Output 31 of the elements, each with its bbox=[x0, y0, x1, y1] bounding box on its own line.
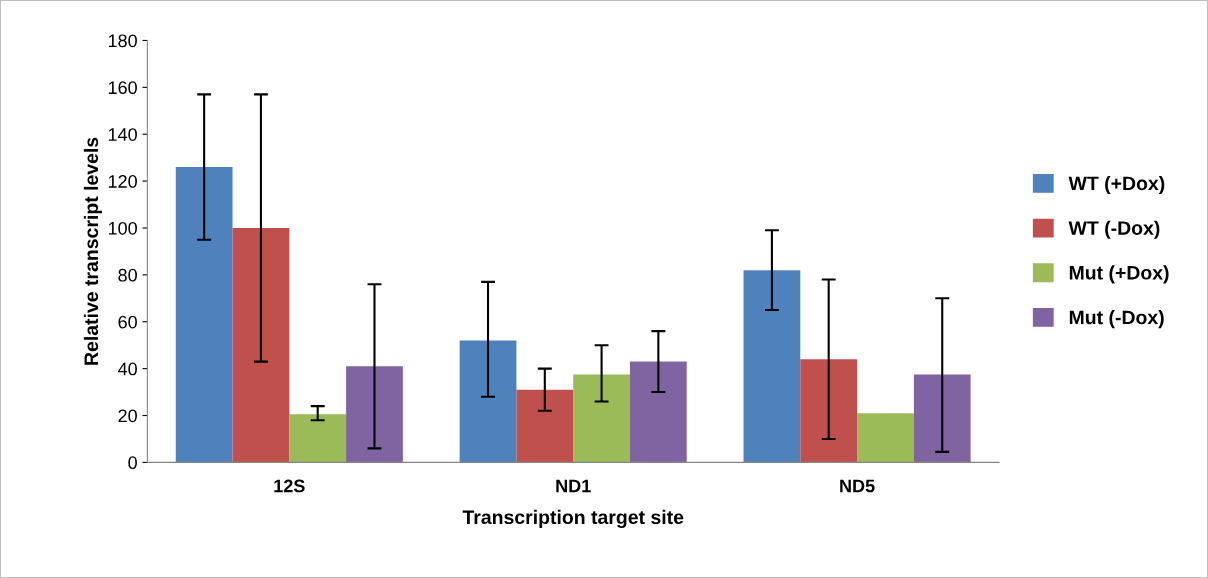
y-tick-label: 0 bbox=[128, 456, 137, 470]
y-axis-title: Relative transcript levels bbox=[83, 137, 102, 365]
legend-label: Mut (+Dox) bbox=[1069, 265, 1169, 284]
bar bbox=[857, 413, 914, 463]
y-tick-label: 180 bbox=[108, 34, 137, 48]
x-axis-title: Transcription target site bbox=[462, 509, 684, 528]
bar bbox=[346, 366, 403, 463]
bar bbox=[800, 359, 858, 463]
x-tick-label: ND1 bbox=[556, 479, 591, 493]
x-tick-label: ND5 bbox=[840, 479, 875, 493]
y-tick-label: 160 bbox=[108, 81, 137, 95]
y-tick-label: 40 bbox=[117, 362, 137, 376]
bar bbox=[289, 414, 347, 463]
legend-label: WT (+Dox) bbox=[1068, 175, 1165, 195]
y-tick-label: 140 bbox=[108, 128, 137, 141]
bar bbox=[573, 374, 630, 463]
bar bbox=[175, 167, 233, 463]
bar bbox=[743, 270, 801, 463]
y-tick-label: 60 bbox=[118, 315, 137, 329]
bar bbox=[232, 227, 290, 463]
y-tick-label: 100 bbox=[108, 221, 137, 235]
legend-label: Mut (-Dox) bbox=[1069, 310, 1164, 329]
y-tick-label: 120 bbox=[108, 175, 137, 188]
y-tick-label: 20 bbox=[118, 409, 137, 423]
bar bbox=[629, 361, 687, 463]
y-tick-label: 80 bbox=[118, 268, 137, 282]
bar bbox=[459, 340, 517, 463]
legend-label: WT (-Dox) bbox=[1068, 220, 1160, 239]
bar bbox=[913, 374, 971, 463]
x-tick-label: 12S bbox=[274, 479, 305, 493]
bar bbox=[516, 389, 574, 463]
